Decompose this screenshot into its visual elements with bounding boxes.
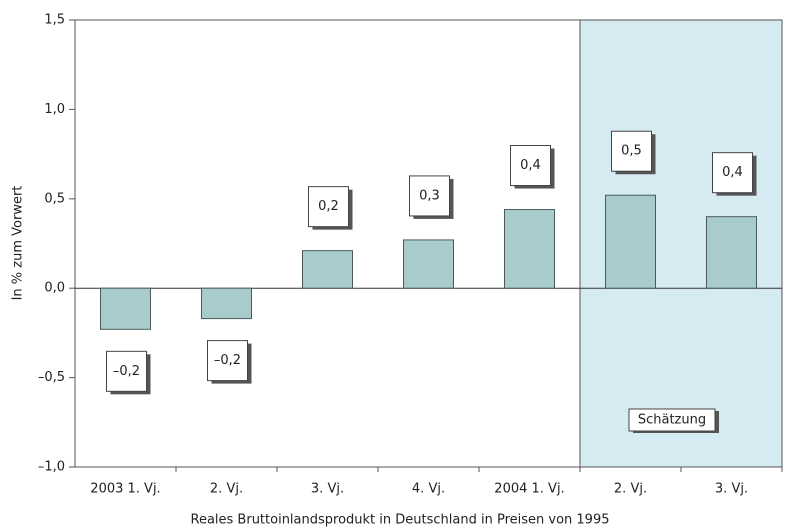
x-tick-label: 2004 1. Vj. <box>494 482 564 497</box>
bar <box>302 250 353 289</box>
annotation: Schätzung <box>638 413 706 428</box>
value-label: 0,3 <box>419 188 440 203</box>
label-box <box>712 152 753 194</box>
label-box <box>510 145 551 187</box>
bar <box>201 287 252 320</box>
y-tick-label: –1,0 <box>38 460 65 475</box>
y-tick-label: 0,5 <box>44 191 65 206</box>
bar <box>605 194 656 289</box>
value-label: –0,2 <box>214 353 241 368</box>
label-box <box>207 340 248 382</box>
label-box <box>611 130 652 172</box>
y-axis-label: In % zum Vorwert <box>11 186 26 301</box>
x-tick-label: 3. Vj. <box>311 482 344 497</box>
bar <box>403 239 454 289</box>
value-label: 0,4 <box>520 158 541 173</box>
value-label: 0,5 <box>621 144 642 159</box>
bar <box>100 287 151 330</box>
x-tick-label: 4. Vj. <box>412 482 445 497</box>
label-box <box>308 186 349 228</box>
y-tick-label: 1,0 <box>44 102 65 117</box>
x-tick-label: 2. Vj. <box>210 482 243 497</box>
x-tick-label: 2. Vj. <box>614 482 647 497</box>
bar <box>706 216 757 289</box>
x-tick-label: 3. Vj. <box>715 482 748 497</box>
value-label: 0,2 <box>318 199 339 214</box>
bar <box>504 209 555 289</box>
x-axis-label: Reales Bruttoinlandsprodukt in Deutschla… <box>191 513 610 528</box>
value-label: 0,4 <box>722 165 743 180</box>
y-tick-label: 0,0 <box>44 281 65 296</box>
value-label: –0,2 <box>113 364 140 379</box>
label-box <box>106 350 147 392</box>
label-box <box>409 175 450 217</box>
y-tick-label: –0,5 <box>38 370 65 385</box>
y-tick-label: 1,5 <box>44 13 65 28</box>
x-tick-label: 2003 1. Vj. <box>90 482 160 497</box>
annotation-box <box>628 408 716 432</box>
